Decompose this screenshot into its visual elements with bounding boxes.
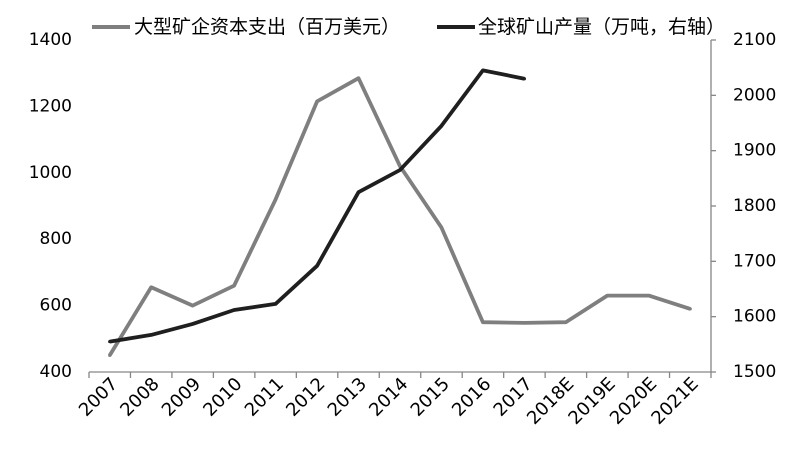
data-point-capex — [481, 320, 485, 324]
right-axis-tick-label: 1800 — [733, 196, 776, 216]
x-axis-tick-label: 2008 — [116, 374, 163, 421]
data-point-capex — [191, 304, 195, 308]
data-point-capex — [356, 76, 361, 80]
data-point-mine-output — [232, 308, 236, 312]
data-point-capex — [605, 294, 609, 298]
data-point-capex — [232, 284, 236, 288]
right-axis-tick-labels: 1500 1600 1700 1800 1900 2000 2100 — [733, 30, 776, 382]
right-axis-tick-label: 1600 — [733, 307, 776, 327]
data-point-capex — [564, 320, 568, 324]
right-axis-tick-label: 1500 — [733, 362, 776, 382]
left-axis-tick-label: 800 — [40, 229, 72, 249]
right-axis-tick-label: 1900 — [733, 141, 776, 161]
series-layer — [108, 68, 692, 357]
legend-label-mine-output: 全球矿山产量（万吨，右轴） — [478, 16, 725, 38]
data-point-mine-output — [356, 190, 361, 194]
legend: 大型矿企资本支出（百万美元） 全球矿山产量（万吨，右轴） — [92, 16, 725, 38]
data-point-capex — [274, 197, 278, 201]
data-point-mine-output — [439, 124, 444, 128]
legend-item-capex: 大型矿企资本支出（百万美元） — [92, 16, 400, 38]
x-axis-tick-labels: 2007200820092010201120122013201420152016… — [75, 374, 703, 429]
data-point-mine-output — [315, 264, 319, 268]
right-axis-tick-label: 1700 — [733, 251, 776, 271]
data-point-capex — [108, 353, 112, 357]
data-point-capex — [315, 99, 319, 104]
left-axis-tick-label: 1200 — [29, 96, 72, 116]
x-axis-tick-label: 2009 — [158, 374, 205, 421]
x-axis-tick-label: 2007 — [75, 374, 122, 421]
x-axis-tick-label: 2021E — [647, 374, 702, 429]
left-axis-tick-label: 1400 — [29, 30, 72, 50]
x-axis-tick-label: 2015 — [407, 374, 454, 421]
series-line-mine-output — [109, 68, 525, 344]
data-point-capex — [439, 225, 444, 230]
right-axis-tick-label: 2000 — [733, 85, 776, 105]
x-axis-tick-label: 2010 — [199, 374, 246, 421]
x-axis-tick-label: 2012 — [282, 374, 329, 421]
data-point-mine-output — [274, 302, 278, 306]
x-axis-tick-label: 2011 — [241, 374, 288, 421]
legend-label-capex: 大型矿企资本支出（百万美元） — [134, 16, 400, 38]
axes — [88, 39, 716, 378]
data-point-capex — [149, 285, 153, 289]
x-axis-tick-label: 2013 — [324, 374, 371, 421]
data-point-mine-output — [108, 339, 112, 344]
right-axis-tick-label: 2100 — [733, 30, 776, 50]
left-axis-tick-labels: 400 600 800 1000 1200 1400 — [29, 30, 72, 382]
left-axis-tick-label: 600 — [40, 296, 72, 316]
left-axis-tick-label: 1000 — [29, 163, 72, 183]
x-axis-tick-label: 2014 — [365, 374, 412, 421]
data-point-mine-output — [481, 68, 485, 73]
left-axis-tick-label: 400 — [40, 362, 72, 382]
data-point-capex — [647, 294, 651, 298]
x-axis-tick-label: 2016 — [448, 374, 495, 421]
data-point-capex — [522, 321, 527, 325]
series-line-capex — [108, 76, 691, 357]
data-point-mine-output — [522, 77, 527, 81]
data-point-mine-output — [398, 168, 402, 172]
legend-item-mine-output: 全球矿山产量（万吨，右轴） — [437, 16, 725, 38]
data-point-mine-output — [149, 333, 153, 337]
data-point-mine-output — [191, 322, 195, 326]
data-point-capex — [688, 307, 692, 311]
